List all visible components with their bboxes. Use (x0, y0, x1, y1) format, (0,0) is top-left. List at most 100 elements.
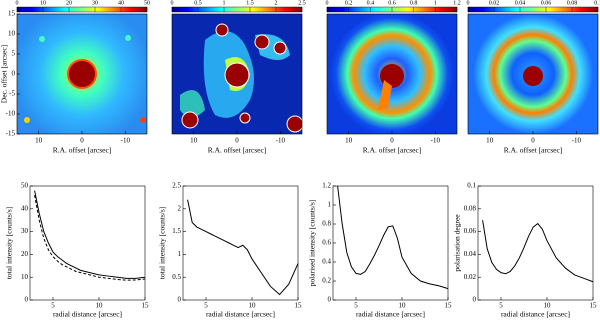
y-tick-label: 1.2 (322, 182, 331, 190)
colorbar-tick-label: 2.5 (298, 0, 306, 6)
x-tick-label: -10 (431, 137, 441, 145)
plot-frame (332, 185, 449, 301)
data-line (187, 199, 299, 296)
colorbar-tick-label: 0.8 (410, 0, 418, 6)
y-tick-label: 0.8 (322, 220, 331, 228)
x-tick-label: 0 (235, 137, 239, 145)
x-axis-label: radial distance [arcsec] (206, 310, 275, 319)
y-axis-label: total intensity [counts/s] (5, 207, 14, 280)
x-axis-label: R.A. offset [arcsec] (53, 146, 112, 155)
y-tick-label: 0 (178, 296, 182, 304)
x-axis-label: R.A. offset [arcsec] (363, 146, 422, 155)
x-tick-label: 5 (51, 302, 55, 310)
y-tick-label: 0.08 (464, 204, 477, 212)
x-tick-label: 5 (354, 302, 358, 310)
y-tick-label: 5 (12, 50, 16, 58)
colorbar (171, 6, 303, 13)
colorbar-tick-label: 40 (118, 0, 124, 6)
colorbar-tick-label: 0.2 (345, 0, 353, 6)
y-tick-label: 10 (8, 30, 16, 38)
colorbar-tick-label: 1 (223, 0, 226, 6)
y-tick-label: 0.04 (464, 250, 477, 258)
y-tick-label: 0.2 (322, 277, 331, 285)
data-line (34, 190, 146, 279)
colorbar-tick-label: 0.1 (594, 0, 600, 6)
colorbar-tick-label: 0 (171, 0, 174, 6)
y-axis-label: polarised intensity [counts/s] (308, 200, 317, 287)
data-line (482, 220, 594, 283)
colorbar-tick-label: 1.5 (246, 0, 254, 6)
y-tick-label: 0 (12, 70, 16, 78)
y-tick-label: 40 (21, 204, 29, 212)
y-tick-label: -5 (9, 90, 15, 98)
y-tick-label: 2 (178, 204, 182, 212)
y-tick-label: 20 (21, 250, 29, 258)
x-tick-label: -10 (572, 137, 582, 145)
y-tick-label: 1 (328, 201, 332, 209)
x-tick-label: 10 (399, 302, 407, 310)
y-tick-label: 0.02 (464, 273, 477, 281)
x-tick-label: 15 (445, 302, 453, 310)
x-tick-label: 10 (96, 302, 104, 310)
x-tick-label: 15 (590, 302, 598, 310)
y-tick-label: -10 (6, 110, 16, 118)
y-tick-label: 0.1 (467, 182, 476, 190)
y-tick-label: 0 (25, 296, 29, 304)
colorbar (467, 6, 599, 13)
colorbar-tick-label: 0.5 (194, 0, 202, 6)
colorbar-tick-label: 2 (275, 0, 278, 6)
x-axis-label: radial distance [arcsec] (501, 310, 570, 319)
colorbar-tick-label: 0 (16, 0, 19, 6)
colorbar-tick-label: 0.04 (515, 0, 526, 6)
plot-frame (182, 185, 299, 301)
y-tick-label: -15 (6, 130, 16, 138)
y-tick-label: 1 (178, 250, 182, 258)
x-tick-label: 10 (35, 137, 43, 145)
y-tick-label: 2.5 (172, 182, 181, 190)
y-tick-label: 0 (328, 296, 332, 304)
plot-frame (477, 185, 594, 301)
y-axis-label: Dec. offset [arcsec] (0, 45, 9, 103)
colorbar-tick-label: 30 (92, 0, 98, 6)
image-panel-3 (327, 14, 457, 134)
colorbar-tick-label: 0 (467, 0, 470, 6)
image-panel-4 (468, 14, 598, 134)
y-tick-label: 0 (473, 296, 477, 304)
x-tick-label: 10 (486, 137, 494, 145)
y-tick-label: 30 (21, 227, 29, 235)
x-tick-label: 10 (249, 302, 257, 310)
colorbar-tick-label: 20 (66, 0, 72, 6)
x-tick-label: 5 (499, 302, 503, 310)
x-tick-label: 15 (295, 302, 303, 310)
x-tick-label: 5 (204, 302, 208, 310)
y-tick-label: 10 (21, 273, 29, 281)
x-tick-label: 0 (80, 137, 84, 145)
x-tick-label: 10 (345, 137, 353, 145)
data-line (34, 195, 146, 281)
x-tick-label: 0 (390, 137, 394, 145)
x-tick-label: 15 (142, 302, 150, 310)
colorbar-tick-label: 0.02 (489, 0, 500, 6)
colorbar-tick-label: 0.4 (367, 0, 375, 6)
y-axis-label: polarisation degree (453, 214, 462, 272)
y-tick-label: 1.5 (172, 227, 181, 235)
x-axis-label: R.A. offset [arcsec] (504, 146, 563, 155)
y-axis-label: total intensity [counts/s] (158, 207, 167, 280)
colorbar-tick-label: 1.2 (453, 0, 461, 6)
colorbar-tick-label: 0.6 (388, 0, 396, 6)
y-tick-label: 50 (21, 182, 29, 190)
x-tick-label: 10 (190, 137, 198, 145)
image-panel-2 (172, 14, 302, 134)
image-panel-1 (17, 14, 147, 134)
x-tick-label: -10 (276, 137, 286, 145)
y-tick-label: 0.4 (322, 258, 331, 266)
colorbar-tick-label: 0 (326, 0, 329, 6)
x-axis-label: radial distance [arcsec] (356, 310, 425, 319)
x-axis-label: R.A. offset [arcsec] (208, 146, 267, 155)
x-tick-label: 10 (544, 302, 552, 310)
colorbar (16, 6, 148, 13)
plot-frame (29, 185, 146, 301)
y-tick-label: 0.5 (172, 273, 181, 281)
